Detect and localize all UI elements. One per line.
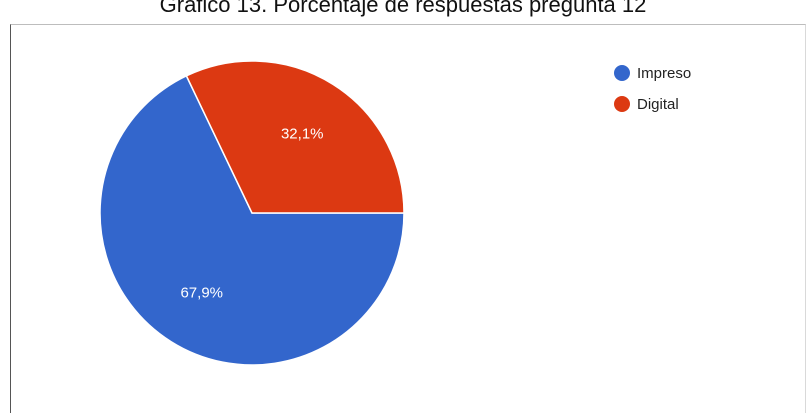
pie-slice-labels: 67,9% 32,1% [180,125,323,301]
legend-label-digital: Digital [637,96,679,113]
pie-slice-impreso [99,74,405,366]
pie-slices [99,60,405,366]
chart-legend: Impreso Digital [614,65,691,113]
legend-swatch-impreso [614,65,630,81]
legend-swatch-digital [614,96,630,112]
chart-caption: Gráfico 13. Porcentaje de respuestas pre… [159,0,647,17]
slice-label-impreso: 67,9% [180,285,223,302]
slice-label-digital: 32,1% [281,125,324,142]
pie-slice-digital [185,60,405,214]
legend-label-impreso: Impreso [637,65,691,82]
